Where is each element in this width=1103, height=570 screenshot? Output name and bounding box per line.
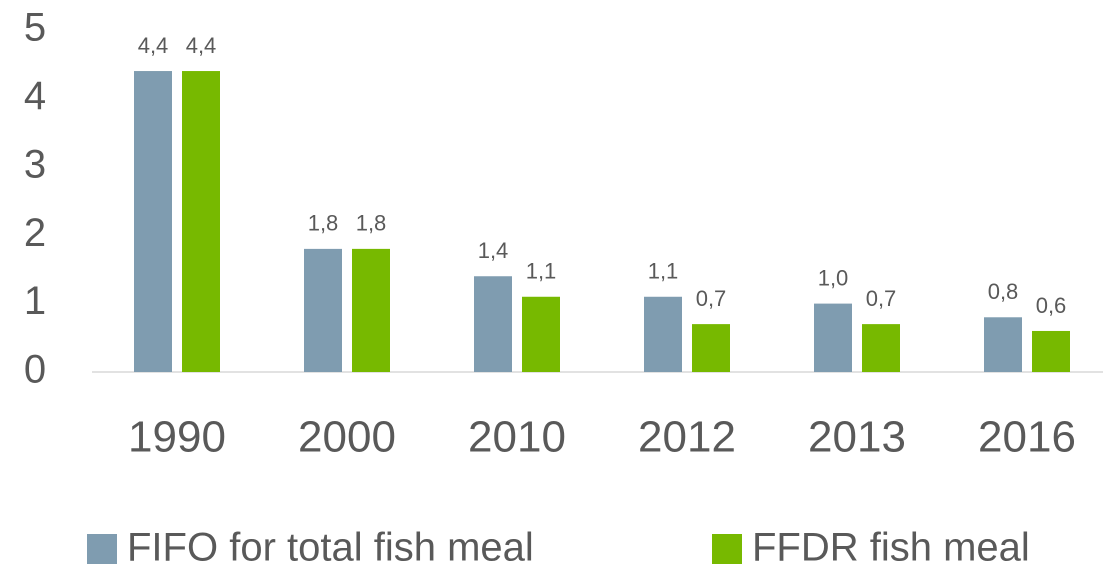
y-tick-label: 0 [24, 348, 46, 392]
bar [984, 317, 1022, 372]
y-tick-label: 4 [24, 74, 46, 118]
data-label: 1,1 [648, 259, 679, 284]
x-tick-label: 2013 [808, 413, 906, 462]
data-label: 1,8 [308, 211, 339, 236]
data-label: 1,0 [818, 265, 849, 290]
bar [1032, 330, 1070, 372]
bar [814, 303, 852, 372]
data-label: 4,4 [186, 33, 217, 58]
x-tick-label: 2016 [978, 413, 1076, 462]
bar [474, 276, 512, 372]
legend-swatch [87, 534, 117, 564]
bar [644, 296, 682, 372]
data-label: 0,7 [696, 286, 727, 311]
bar [692, 324, 730, 372]
legend-swatch [712, 534, 742, 564]
y-tick-label: 2 [24, 211, 46, 255]
data-label: 0,8 [988, 279, 1019, 304]
y-tick-label: 5 [24, 6, 46, 50]
bar [182, 71, 220, 372]
y-tick-label: 1 [24, 279, 46, 323]
legend-label: FIFO for total fish meal [127, 526, 534, 570]
data-label: 4,4 [138, 33, 169, 58]
legend-label: FFDR fish meal [752, 526, 1030, 570]
bar [522, 296, 560, 372]
bar [304, 248, 342, 372]
data-label: 1,8 [356, 211, 387, 236]
data-label: 1,1 [526, 259, 557, 284]
data-label: 0,7 [866, 286, 897, 311]
bar [352, 248, 390, 372]
y-tick-label: 3 [24, 142, 46, 186]
x-tick-label: 2012 [638, 413, 736, 462]
bar [862, 324, 900, 372]
x-tick-label: 2010 [468, 413, 566, 462]
bar [134, 71, 172, 372]
x-tick-label: 2000 [298, 413, 396, 462]
x-tick-label: 1990 [128, 413, 226, 462]
data-label: 0,6 [1036, 293, 1067, 318]
data-label: 1,4 [478, 238, 509, 263]
